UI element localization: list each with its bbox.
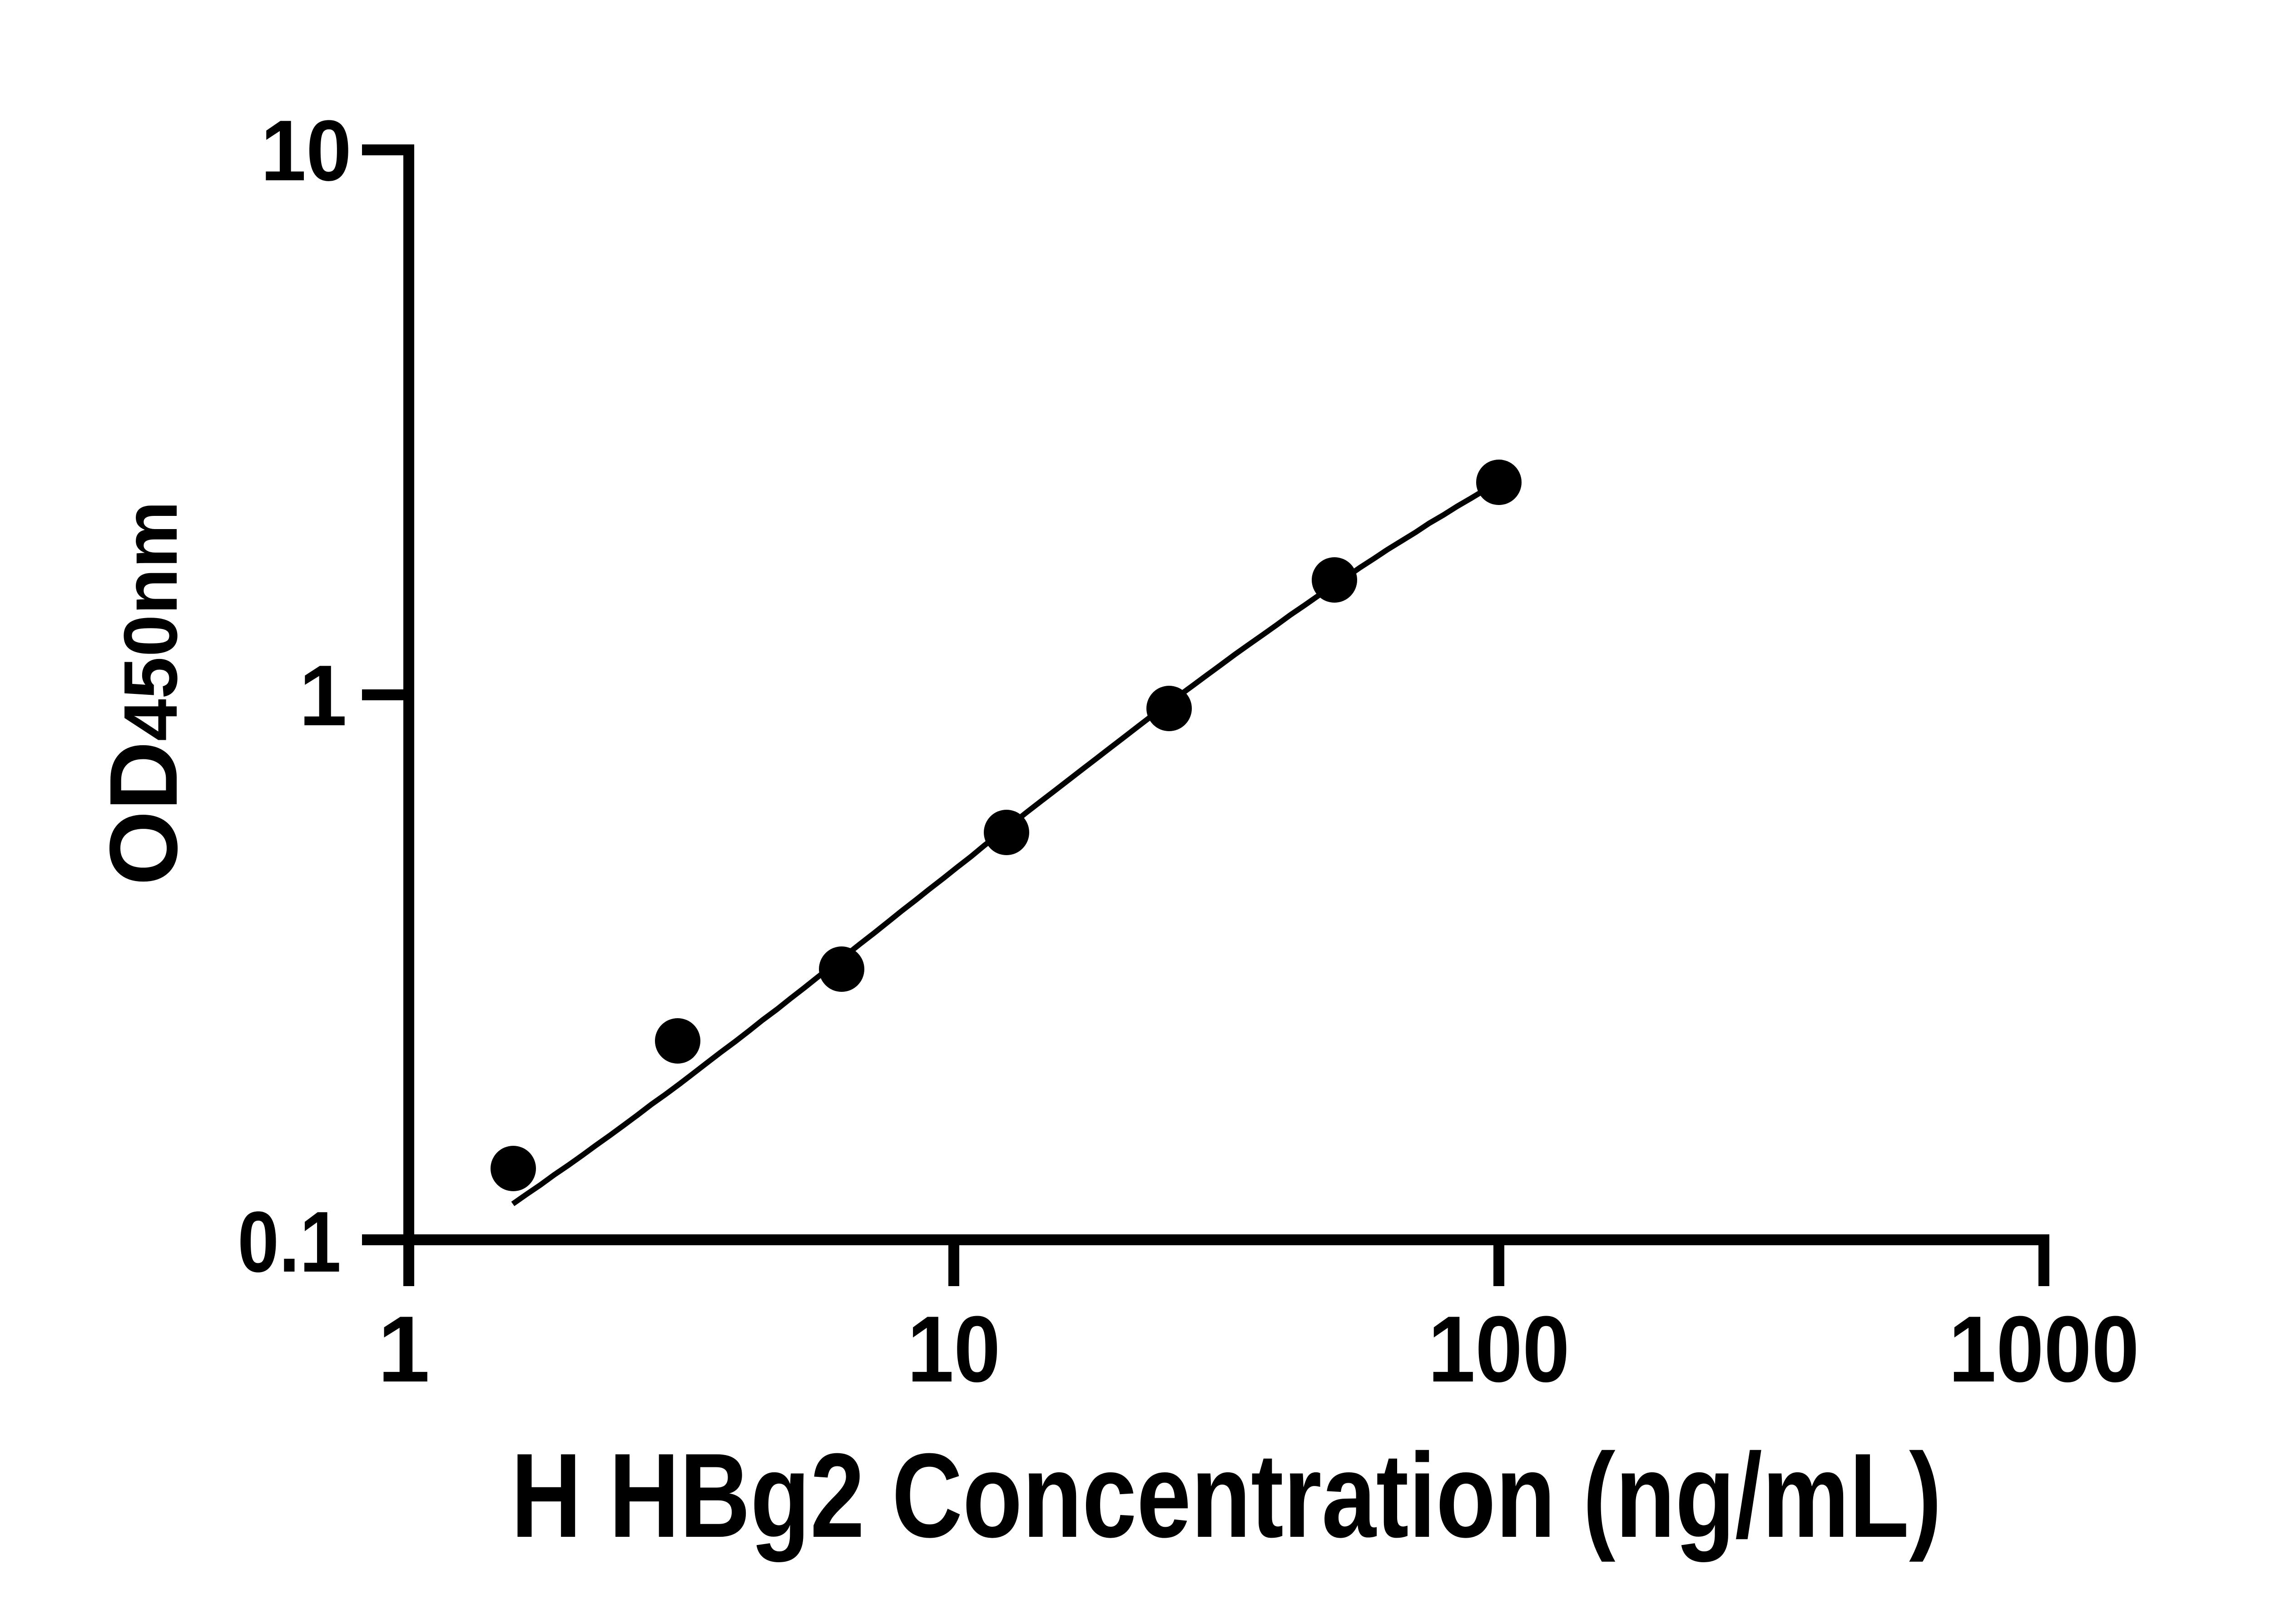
svg-text:1: 1 xyxy=(299,648,347,744)
svg-text:100: 100 xyxy=(1428,1297,1570,1401)
svg-text:1: 1 xyxy=(377,1297,430,1401)
svg-text:1000: 1000 xyxy=(1949,1297,2139,1401)
svg-text:10: 10 xyxy=(907,1297,1001,1401)
svg-text:0.1: 0.1 xyxy=(238,1194,341,1290)
svg-text:OD450nm: OD450nm xyxy=(89,501,197,886)
svg-text:H HBg2 Concentration (ng/mL): H HBg2 Concentration (ng/mL) xyxy=(511,1428,1942,1563)
svg-text:10: 10 xyxy=(261,103,352,199)
